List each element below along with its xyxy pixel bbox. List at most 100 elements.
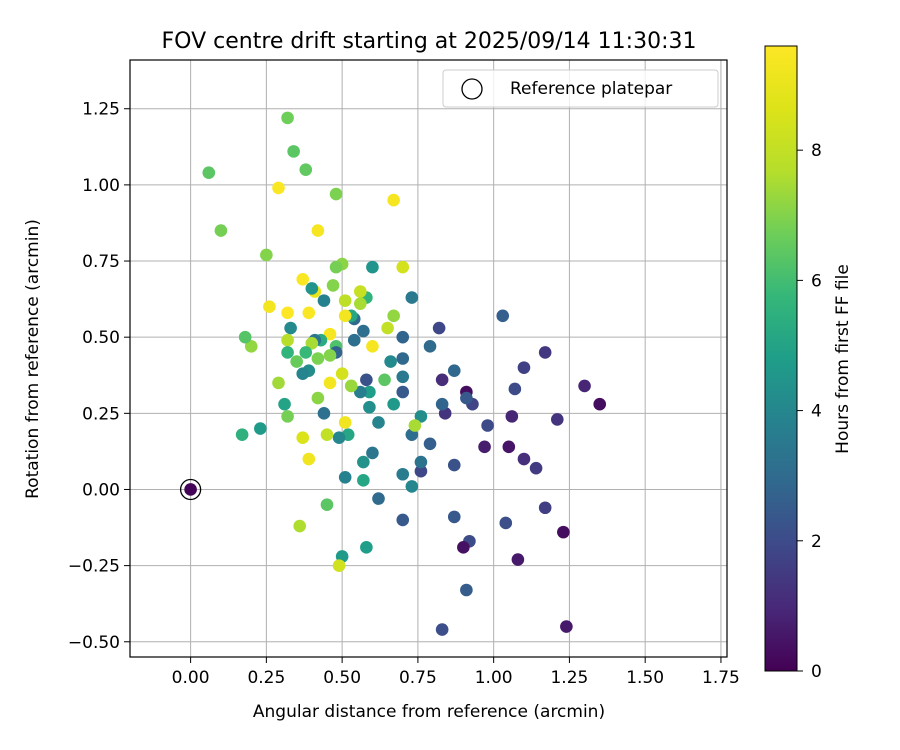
- scatter-point: [281, 410, 294, 423]
- x-tick-label: 0.25: [247, 668, 285, 688]
- scatter-point: [311, 224, 325, 237]
- scatter-point: [447, 364, 461, 377]
- scatter-point: [311, 391, 325, 405]
- x-tick-label: 1.25: [550, 668, 588, 688]
- scatter-point: [338, 309, 352, 323]
- scatter-point: [372, 416, 385, 429]
- legend-marker-reference: [461, 78, 483, 100]
- scatter-point: [435, 397, 449, 411]
- colorbar-tick-label: 4: [811, 402, 822, 422]
- scatter-point: [432, 321, 446, 335]
- scatter-point: [396, 370, 410, 384]
- scatter-point: [396, 467, 410, 481]
- scatter-point: [320, 428, 334, 441]
- scatter-point: [299, 346, 313, 359]
- scatter-point: [405, 480, 419, 493]
- y-tick-label: 0.50: [82, 328, 120, 348]
- scatter-point: [538, 501, 552, 515]
- y-tick-label: −0.50: [68, 633, 120, 653]
- scatter-point: [372, 492, 385, 505]
- scatter-point: [357, 455, 370, 469]
- scatter-point: [414, 464, 428, 478]
- colorbar-tick-label: 2: [811, 532, 822, 552]
- scatter-point: [414, 410, 428, 423]
- y-tick-label: 1.00: [82, 176, 120, 196]
- scatter-point: [357, 324, 370, 338]
- scatter-point: [414, 455, 428, 469]
- scatter-point: [329, 260, 343, 274]
- x-tick-label: 1.50: [626, 668, 664, 688]
- scatter-point: [272, 376, 285, 390]
- scatter-point: [378, 373, 391, 387]
- scatter-point: [332, 431, 346, 444]
- scatter-point: [320, 498, 334, 512]
- scatter-point: [347, 333, 361, 347]
- legend-label-reference: Reference platepar: [510, 79, 672, 99]
- scatter-point: [281, 346, 294, 359]
- scatter-point: [323, 376, 337, 390]
- x-tick-label: 0.00: [172, 668, 210, 688]
- colorbar: 0 2 4 6 8 Hours from first FF file: [764, 45, 853, 682]
- scatter-point: [338, 416, 352, 429]
- scatter-point: [408, 419, 422, 432]
- colorbar-gradient: [764, 45, 798, 672]
- y-axis-label: Rotation from reference (arcmin): [23, 219, 43, 499]
- scatter-point: [235, 428, 249, 441]
- scatter-point: [335, 367, 349, 381]
- scatter-point: [496, 309, 510, 323]
- scatter-point: [396, 352, 410, 365]
- scatter-point: [299, 163, 313, 176]
- scatter-point: [296, 431, 310, 444]
- scatter-point: [550, 413, 564, 426]
- y-tick-label: 0.25: [82, 404, 120, 424]
- scatter-point: [323, 327, 337, 341]
- scatter-point: [593, 397, 607, 411]
- scatter-point: [517, 452, 531, 466]
- scatter-point: [305, 336, 319, 350]
- scatter-point: [578, 379, 591, 393]
- scatter-point: [317, 407, 331, 420]
- scatter-point: [381, 321, 394, 335]
- scatter-point: [354, 285, 367, 298]
- scatter-point: [423, 437, 437, 451]
- scatter-point: [387, 309, 400, 323]
- y-tick-label: 0.75: [82, 252, 120, 272]
- scatter-point: [302, 306, 316, 320]
- y-axis-ticks: −0.50 −0.25 0.00 0.25 0.50 0.75 1.00 1.25: [68, 100, 130, 653]
- scatter-point: [505, 410, 519, 423]
- scatter-point: [238, 330, 252, 344]
- x-tick-label: 0.50: [323, 668, 361, 688]
- scatter-point: [363, 385, 376, 399]
- colorbar-tick-label: 8: [811, 141, 822, 161]
- scatter-point: [281, 111, 294, 125]
- scatter-point: [396, 260, 410, 274]
- scatter-point: [305, 282, 319, 295]
- scatter-point: [435, 623, 449, 636]
- scatter-point: [511, 553, 525, 566]
- scatter-point: [478, 440, 491, 454]
- scatter-point: [296, 367, 310, 381]
- scatter-point: [447, 510, 461, 524]
- scatter-point: [323, 349, 337, 362]
- scatter-point: [338, 294, 352, 307]
- scatter-point: [317, 294, 331, 307]
- scatter-point: [405, 291, 419, 304]
- scatter-point: [560, 620, 573, 633]
- chart-title: FOV centre drift starting at 2025/09/14 …: [162, 29, 697, 54]
- scatter-point: [326, 279, 340, 292]
- scatter-points: [179, 111, 607, 636]
- x-tick-label: 1.75: [702, 668, 740, 688]
- scatter-point: [254, 422, 267, 435]
- scatter-point: [447, 458, 461, 472]
- scatter-point: [184, 483, 197, 496]
- scatter-point: [357, 474, 370, 487]
- scatter-point: [354, 297, 367, 310]
- legend: Reference platepar: [442, 69, 719, 108]
- scatter-point: [284, 321, 297, 335]
- scatter-point: [260, 248, 273, 262]
- scatter-point: [396, 513, 410, 527]
- scatter-point: [499, 516, 513, 530]
- x-axis-label: Angular distance from reference (arcmin): [253, 702, 605, 722]
- scatter-point: [460, 583, 473, 597]
